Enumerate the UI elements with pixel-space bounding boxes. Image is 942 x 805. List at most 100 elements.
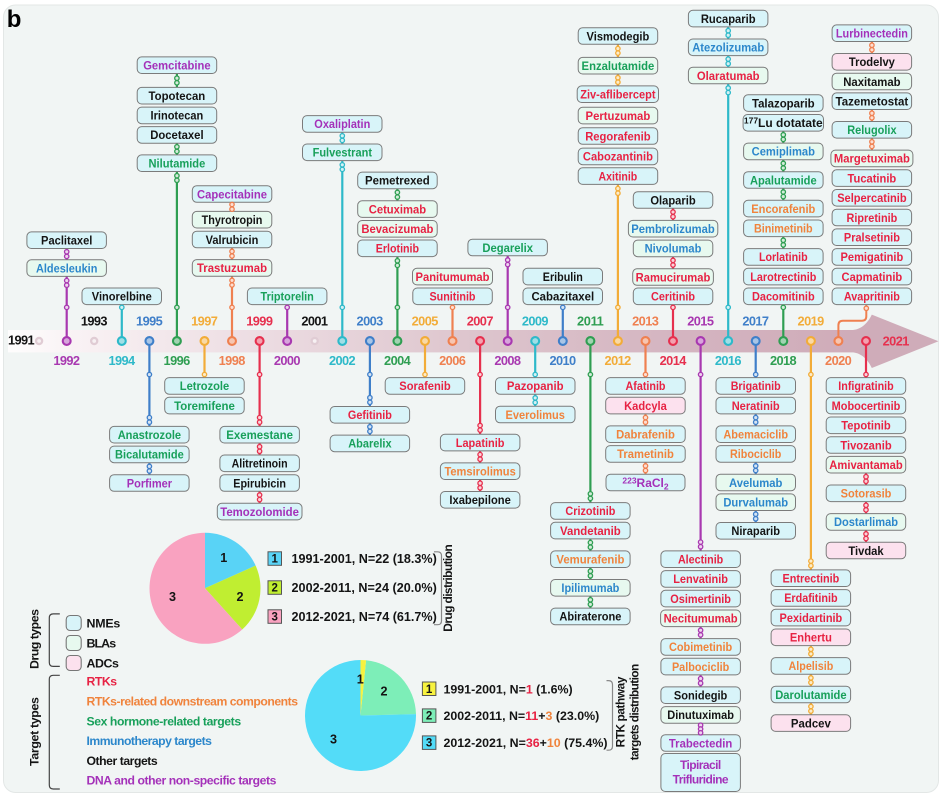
svg-text:Ziv-aflibercept: Ziv-aflibercept	[580, 88, 655, 102]
svg-text:2001: 2001	[301, 314, 328, 329]
svg-text:Pembrolizumab: Pembrolizumab	[631, 222, 714, 236]
svg-text:Alpelisib: Alpelisib	[789, 659, 834, 673]
svg-text:Neratinib: Neratinib	[732, 399, 780, 413]
svg-text:177Lu dotatate: 177Lu dotatate	[744, 116, 823, 131]
svg-text:Erlotinib: Erlotinib	[376, 242, 419, 256]
svg-text:2021: 2021	[883, 333, 910, 348]
svg-text:Amivantamab: Amivantamab	[829, 458, 902, 472]
svg-text:2000: 2000	[274, 353, 301, 368]
svg-text:Cabozantinib: Cabozantinib	[583, 150, 653, 164]
svg-text:2017: 2017	[742, 314, 769, 329]
svg-text:Dabrafenib: Dabrafenib	[616, 428, 675, 442]
svg-text:Dacomitinib: Dacomitinib	[752, 290, 815, 304]
svg-text:Drug types: Drug types	[28, 609, 42, 669]
svg-text:1991: 1991	[8, 333, 35, 348]
svg-text:Cetuximab: Cetuximab	[369, 202, 426, 216]
svg-text:Necitumumab: Necitumumab	[664, 612, 738, 626]
svg-text:Valrubicin: Valrubicin	[206, 233, 259, 247]
svg-text:Osimertinib: Osimertinib	[670, 592, 731, 606]
svg-text:3: 3	[169, 590, 176, 604]
svg-text:Trabectedin: Trabectedin	[669, 736, 732, 750]
svg-text:2012-2021, N=36+10 (75.4%): 2012-2021, N=36+10 (75.4%)	[444, 736, 608, 750]
svg-text:Alectinib: Alectinib	[678, 553, 723, 567]
svg-text:2: 2	[236, 590, 243, 604]
svg-text:2: 2	[426, 711, 432, 723]
svg-text:Apalutamide: Apalutamide	[750, 173, 817, 187]
svg-text:Crizotinib: Crizotinib	[565, 504, 615, 518]
svg-text:Target types: Target types	[28, 697, 42, 766]
svg-text:223RaCl2: 223RaCl2	[622, 475, 669, 491]
svg-text:Ixabepilone: Ixabepilone	[449, 493, 511, 507]
svg-text:RTK pathway: RTK pathway	[614, 676, 628, 747]
svg-text:Topotecan: Topotecan	[149, 89, 206, 103]
svg-text:Irinotecan: Irinotecan	[151, 109, 204, 123]
svg-text:1991-2001, N=1 (1.6%): 1991-2001, N=1 (1.6%)	[444, 682, 573, 696]
svg-text:2014: 2014	[660, 353, 688, 368]
svg-text:Vismodegib: Vismodegib	[587, 29, 650, 43]
svg-text:Sunitinib: Sunitinib	[430, 290, 476, 304]
svg-text:Talazoparib: Talazoparib	[752, 96, 815, 110]
svg-text:Aldesleukin: Aldesleukin	[36, 261, 97, 275]
svg-text:Avelumab: Avelumab	[729, 476, 782, 490]
svg-text:Cobimetinib: Cobimetinib	[669, 640, 732, 654]
svg-text:2020: 2020	[825, 353, 852, 368]
svg-text:Sex hormone-related targets: Sex hormone-related targets	[87, 714, 242, 728]
svg-text:Naxitamab: Naxitamab	[843, 75, 900, 89]
svg-text:Entrectinib: Entrectinib	[783, 572, 840, 586]
svg-text:Alitretinoin: Alitretinoin	[232, 457, 288, 471]
svg-text:Trodelvy: Trodelvy	[849, 55, 895, 69]
svg-text:1: 1	[426, 684, 433, 696]
svg-text:Vemurafenib: Vemurafenib	[556, 553, 624, 567]
svg-text:Exemestane: Exemestane	[226, 428, 293, 442]
svg-text:RTKs-related downstream compon: RTKs-related downstream components	[87, 694, 299, 708]
svg-text:Enzalutamide: Enzalutamide	[582, 59, 655, 73]
svg-text:1992: 1992	[53, 353, 80, 368]
svg-text:DNA and other non-specific tar: DNA and other non-specific targets	[87, 774, 277, 788]
svg-text:Gemcitabine: Gemcitabine	[143, 59, 211, 73]
svg-text:Lurbinectedin: Lurbinectedin	[836, 27, 908, 41]
svg-text:Sotorasib: Sotorasib	[841, 487, 892, 501]
svg-text:Enhertu: Enhertu	[790, 631, 832, 645]
svg-text:Triptorelin: Triptorelin	[261, 290, 314, 304]
svg-text:1996: 1996	[164, 353, 191, 368]
svg-text:Temozolomide: Temozolomide	[220, 505, 299, 519]
svg-text:1993: 1993	[81, 314, 108, 329]
svg-text:Trametinib: Trametinib	[617, 447, 674, 461]
svg-text:Trastuzumab: Trastuzumab	[197, 261, 267, 275]
svg-text:Toremifene: Toremifene	[174, 399, 235, 413]
svg-text:ADCs: ADCs	[87, 657, 119, 671]
svg-text:Trifluridine: Trifluridine	[673, 773, 729, 787]
svg-text:Lorlatinib: Lorlatinib	[759, 250, 808, 264]
svg-text:Other targets: Other targets	[87, 754, 158, 768]
svg-text:Nilutamide: Nilutamide	[149, 157, 206, 171]
svg-text:Lapatinib: Lapatinib	[456, 436, 505, 450]
svg-text:2018: 2018	[770, 353, 797, 368]
svg-text:Selpercatinib: Selpercatinib	[837, 191, 906, 205]
svg-text:Dostarlimab: Dostarlimab	[834, 515, 898, 529]
svg-text:2008: 2008	[494, 353, 521, 368]
svg-text:Capecitabine: Capecitabine	[197, 187, 267, 201]
svg-text:Bicalutamide: Bicalutamide	[115, 448, 184, 462]
svg-text:Erdafitinib: Erdafitinib	[784, 591, 837, 605]
svg-text:Nivolumab: Nivolumab	[645, 242, 702, 256]
svg-text:Brigatinib: Brigatinib	[731, 379, 781, 393]
svg-text:1997: 1997	[191, 314, 218, 329]
svg-text:Thyrotropin: Thyrotropin	[202, 213, 263, 227]
svg-text:Padcev: Padcev	[791, 716, 831, 730]
svg-text:Abarelix: Abarelix	[348, 437, 392, 451]
svg-text:2007: 2007	[467, 314, 494, 329]
svg-text:Pexidartinib: Pexidartinib	[780, 611, 843, 625]
svg-text:2012: 2012	[605, 353, 632, 368]
svg-text:Atezolizumab: Atezolizumab	[692, 41, 764, 55]
svg-text:Dinutuximab: Dinutuximab	[667, 708, 734, 722]
svg-text:Pazopanib: Pazopanib	[507, 379, 564, 393]
svg-text:Letrozole: Letrozole	[180, 379, 230, 393]
svg-text:Oxaliplatin: Oxaliplatin	[314, 117, 370, 131]
svg-text:Sonidegib: Sonidegib	[674, 689, 727, 703]
svg-text:2002-2011, N=11+3 (23.0%): 2002-2011, N=11+3 (23.0%)	[444, 709, 600, 723]
svg-text:Anastrozole: Anastrozole	[118, 428, 182, 442]
svg-text:2005: 2005	[412, 314, 439, 329]
svg-text:Relugolix: Relugolix	[847, 123, 897, 137]
svg-text:1998: 1998	[219, 353, 246, 368]
svg-text:Lenvatinib: Lenvatinib	[673, 572, 728, 586]
